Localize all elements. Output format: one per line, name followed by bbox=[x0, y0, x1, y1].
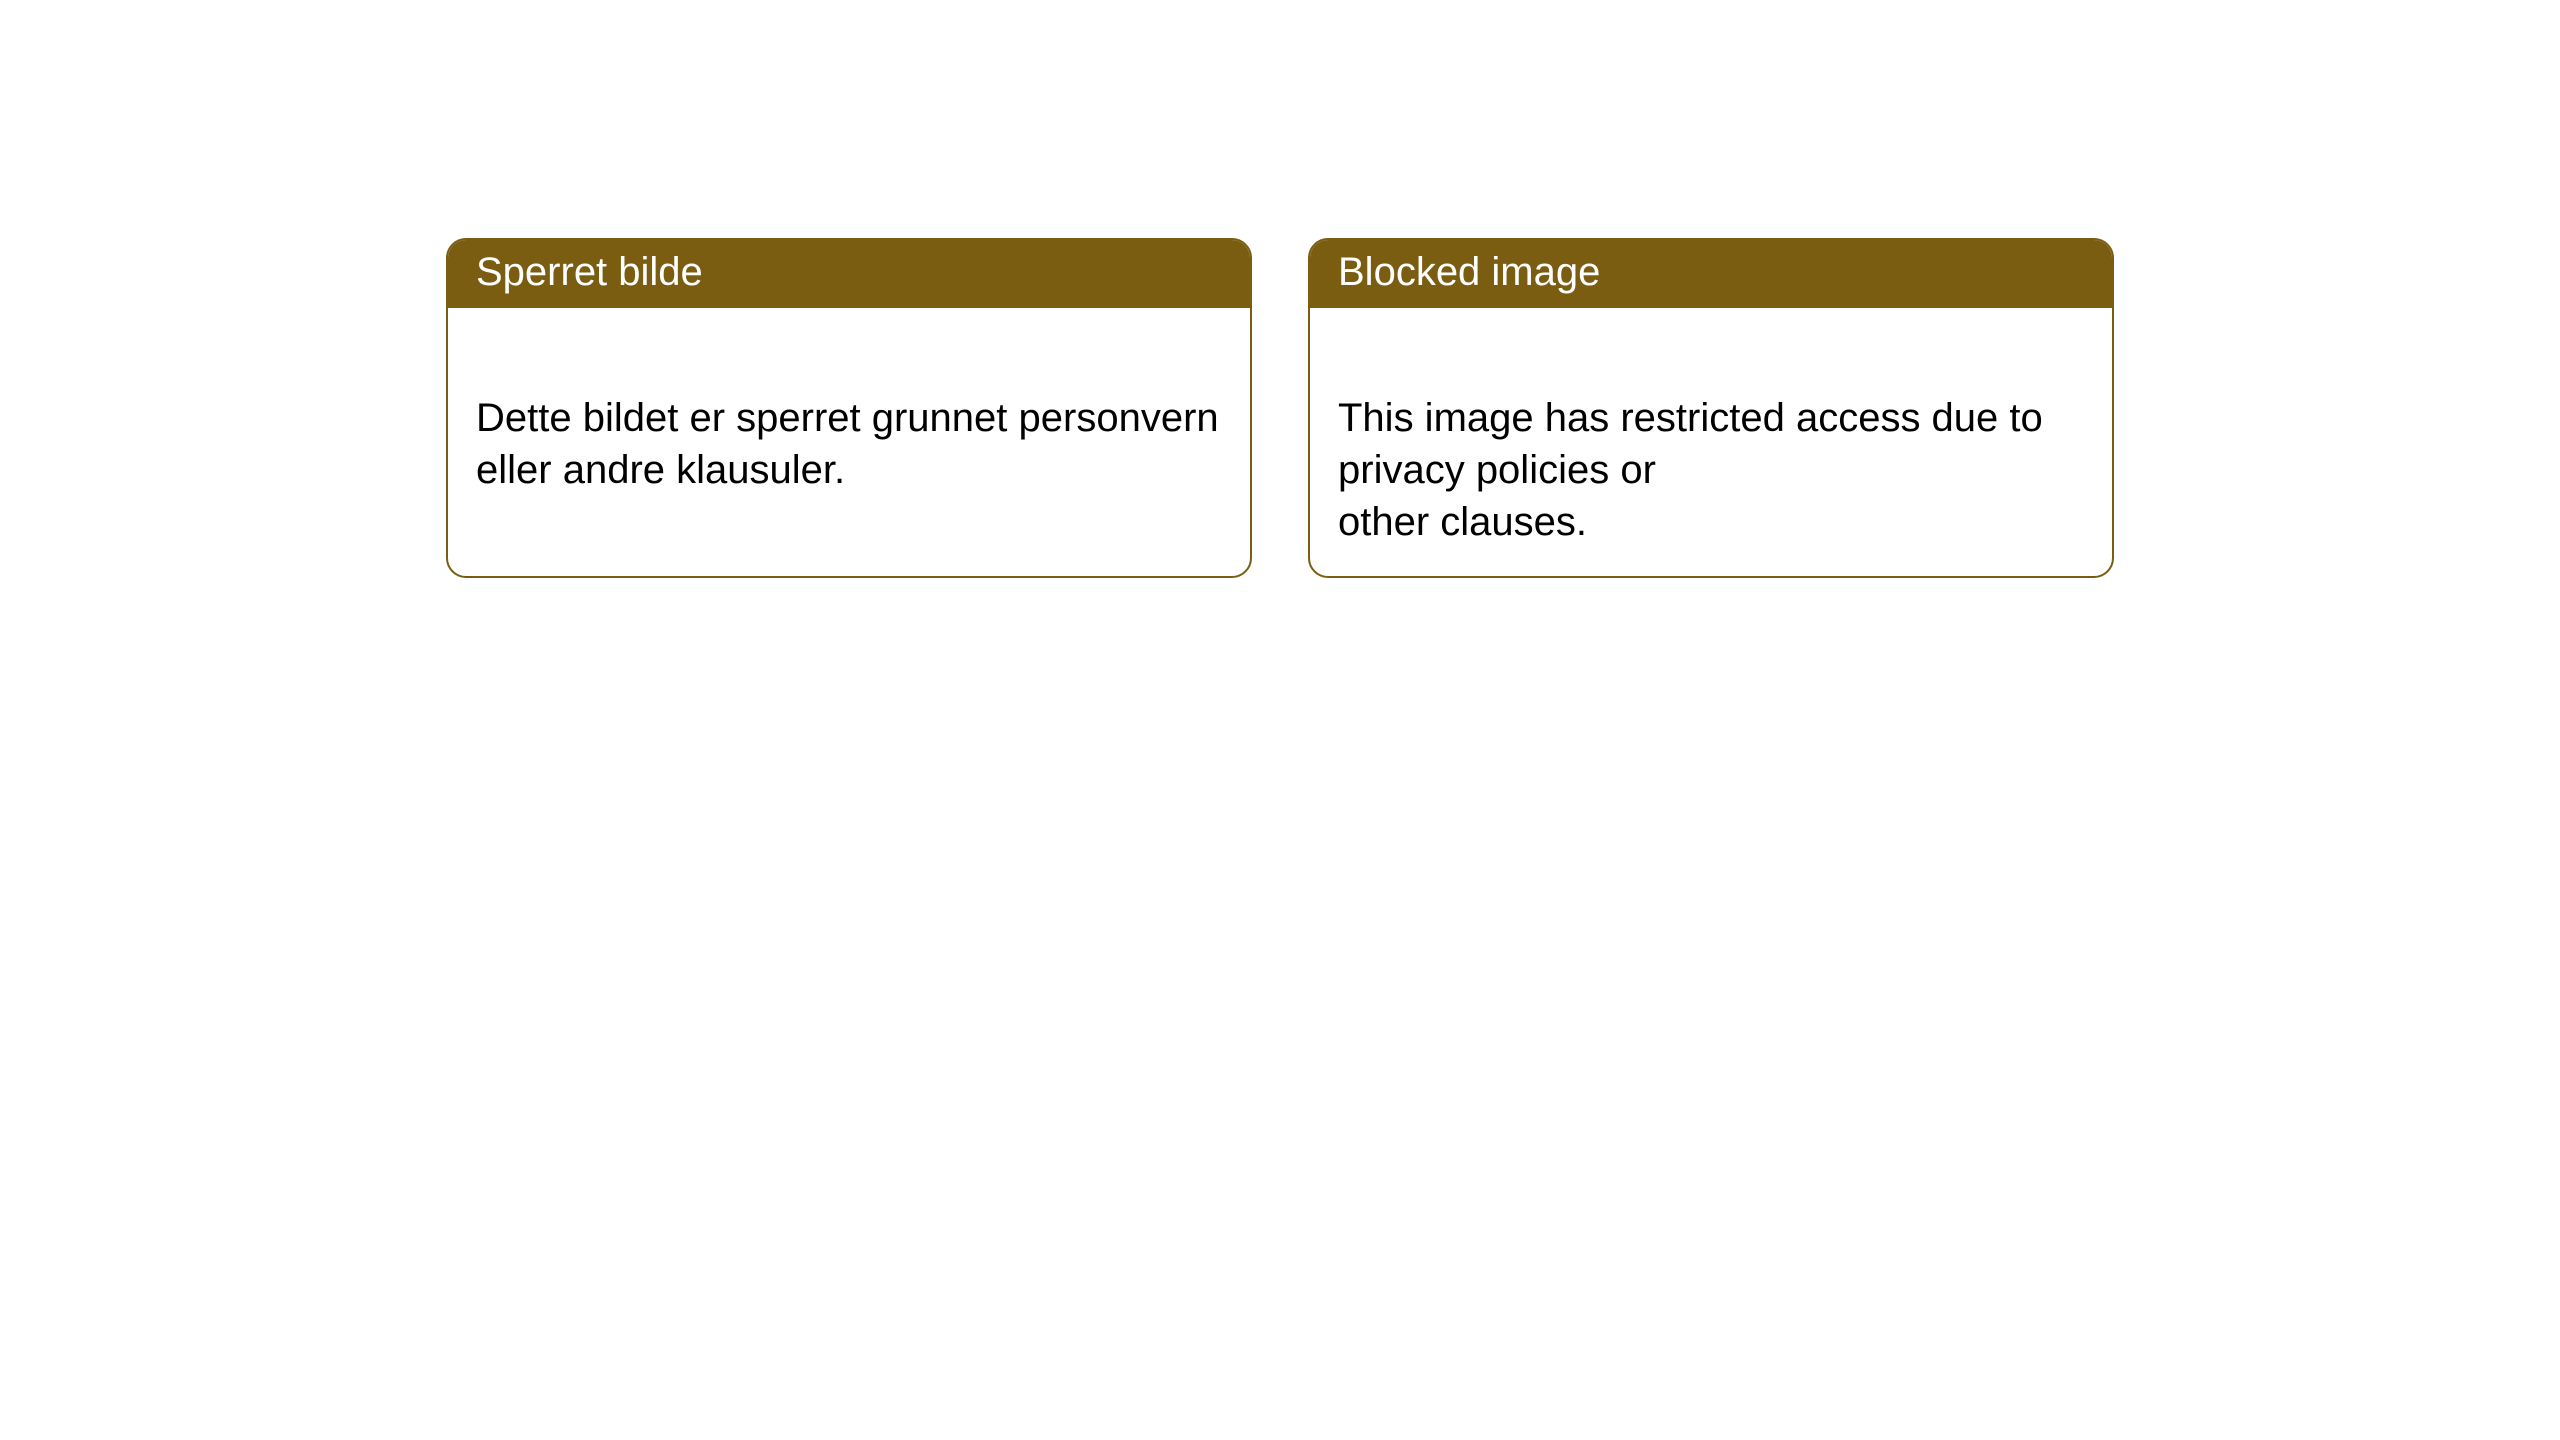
card-body: This image has restricted access due to … bbox=[1310, 308, 2112, 578]
card-title: Sperret bilde bbox=[476, 250, 703, 294]
card-header: Blocked image bbox=[1310, 240, 2112, 308]
blocked-image-card-no: Sperret bilde Dette bildet er sperret gr… bbox=[446, 238, 1252, 578]
card-title: Blocked image bbox=[1338, 250, 1600, 294]
card-body-text: This image has restricted access due to … bbox=[1338, 396, 2043, 544]
cards-container: Sperret bilde Dette bildet er sperret gr… bbox=[0, 0, 2560, 578]
card-body-text: Dette bildet er sperret grunnet personve… bbox=[476, 396, 1219, 492]
blocked-image-card-en: Blocked image This image has restricted … bbox=[1308, 238, 2114, 578]
card-header: Sperret bilde bbox=[448, 240, 1250, 308]
card-body: Dette bildet er sperret grunnet personve… bbox=[448, 308, 1250, 528]
